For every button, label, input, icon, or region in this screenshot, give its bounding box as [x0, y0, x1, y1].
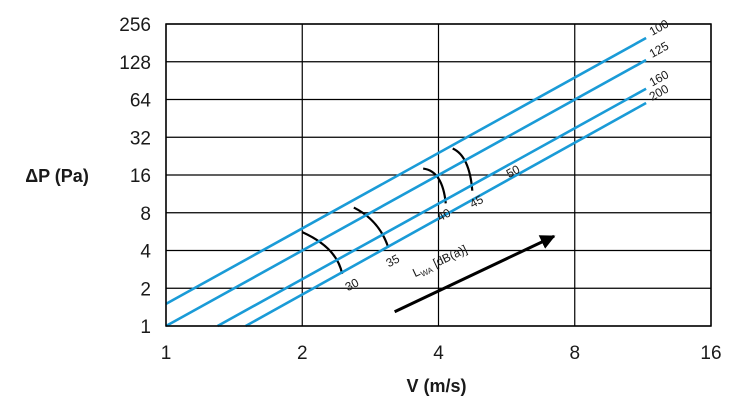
y-tick-label: 128	[119, 53, 151, 74]
x-tick-label: 8	[569, 343, 580, 364]
x-tick-label: 1	[161, 343, 172, 364]
y-tick-label: 256	[119, 15, 151, 36]
series-label-100: 100	[647, 17, 672, 39]
series-line-100	[165, 36, 647, 306]
noise-level-label-35: 35	[384, 251, 403, 270]
y-tick-label: 64	[130, 91, 152, 112]
noise-level-label-30: 30	[343, 275, 362, 294]
y-tick-label: 4	[140, 242, 151, 263]
tick-labels: 1 2 4 8 16 1 2 4 8 16 32 64 128 256	[119, 15, 721, 364]
x-tick-label: 16	[700, 343, 721, 364]
noise-curves	[301, 147, 474, 275]
noise-level-label-45: 45	[467, 192, 486, 211]
x-axis-title: V (m/s)	[406, 376, 466, 396]
noise-curve-45	[452, 147, 474, 191]
series-line-160	[216, 87, 647, 328]
noise-level-label-50: 50	[504, 162, 523, 181]
x-tick-label: 4	[433, 343, 444, 364]
series-line-125	[165, 58, 647, 328]
increase-arrow	[393, 234, 556, 314]
y-tick-label: 32	[130, 128, 151, 149]
y-tick-label: 2	[140, 279, 151, 300]
y-tick-label: 8	[140, 204, 151, 225]
annotations: 30 35 40 45 50 LWA [dB(a)]	[343, 162, 556, 314]
x-tick-label: 2	[297, 343, 308, 364]
series-label-125: 125	[647, 39, 672, 61]
y-tick-label: 1	[140, 317, 151, 338]
series-lines	[165, 36, 647, 328]
plot-frame	[165, 23, 712, 327]
noise-curve-35	[353, 206, 390, 249]
sound-power-label: LWA [dB(a)]	[410, 242, 470, 282]
noise-curve-40	[422, 167, 447, 204]
y-axis-title: ΔP (Pa)	[25, 166, 89, 186]
noise-level-label-40: 40	[435, 205, 454, 224]
noise-curve-30	[301, 231, 344, 275]
y-tick-label: 16	[130, 166, 151, 187]
series-line-200	[245, 101, 647, 328]
